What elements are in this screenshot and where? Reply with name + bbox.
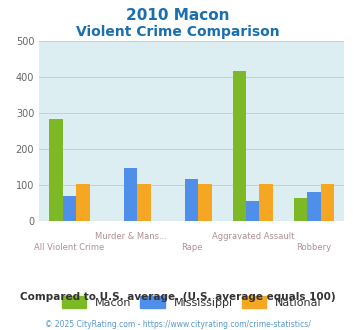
Bar [307, 192, 321, 221]
Text: 2010 Macon: 2010 Macon [126, 8, 229, 23]
Bar [198, 184, 212, 221]
Bar [124, 168, 137, 221]
Bar [321, 184, 334, 221]
Text: © 2025 CityRating.com - https://www.cityrating.com/crime-statistics/: © 2025 CityRating.com - https://www.city… [45, 320, 310, 329]
Text: Aggravated Assault: Aggravated Assault [212, 232, 294, 241]
Text: All Violent Crime: All Violent Crime [34, 244, 105, 252]
Bar [246, 201, 260, 221]
Bar [63, 196, 76, 221]
Bar [137, 184, 151, 221]
Bar [76, 184, 90, 221]
Bar [233, 71, 246, 221]
Bar [260, 184, 273, 221]
Text: Robbery: Robbery [296, 244, 331, 252]
Text: Compared to U.S. average. (U.S. average equals 100): Compared to U.S. average. (U.S. average … [20, 292, 335, 302]
Bar [185, 179, 198, 221]
Text: Violent Crime Comparison: Violent Crime Comparison [76, 25, 279, 39]
Text: Murder & Mans...: Murder & Mans... [95, 232, 166, 241]
Text: Rape: Rape [181, 244, 202, 252]
Bar [49, 119, 63, 221]
Bar [294, 198, 307, 221]
Legend: Macon, Mississippi, National: Macon, Mississippi, National [57, 292, 326, 313]
